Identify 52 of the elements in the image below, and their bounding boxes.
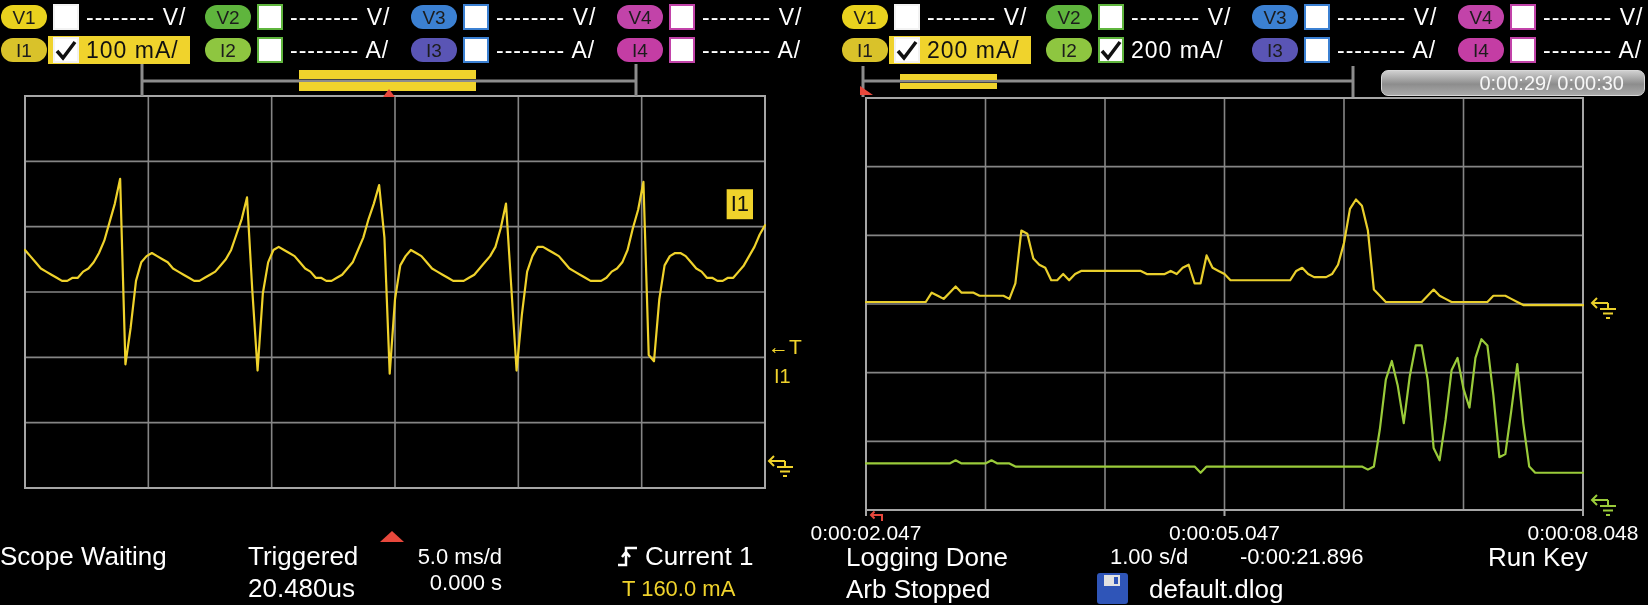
text: V2 (1057, 6, 1081, 28)
text: Arb Stopped (846, 574, 991, 604)
text: 200 mA/ (927, 36, 1020, 63)
text: I3 (426, 39, 442, 61)
text: Triggered (248, 541, 359, 571)
x-tick-label: 0:00:05.047 (1169, 521, 1280, 545)
text: V2 (216, 6, 240, 28)
text: -------- V/ (290, 3, 391, 30)
text: 1.00 s/d (1110, 544, 1189, 569)
text: I1 (16, 39, 32, 61)
text: V1 (853, 6, 877, 28)
text: T 160.0 mA (622, 576, 736, 601)
text: -------- V/ (1543, 3, 1644, 30)
text: -------- V/ (927, 3, 1028, 30)
text: -------- V/ (1131, 3, 1232, 30)
text: default.dlog (1149, 574, 1284, 604)
text: V3 (422, 6, 446, 28)
text: -------- V/ (86, 3, 187, 30)
text: 100 mA/ (86, 36, 179, 63)
text: ←T (768, 334, 802, 358)
text: I2 (1061, 39, 1077, 61)
text: -0:00:21.896 (1240, 544, 1364, 569)
text: 20.480us (248, 573, 355, 603)
text: Logging Done (846, 542, 1008, 572)
text: 5.0 ms/d (417, 544, 502, 569)
text: -------- A/ (290, 36, 390, 63)
text: -------- V/ (496, 3, 597, 30)
text: Current 1 (645, 541, 754, 571)
text: -------- A/ (496, 36, 596, 63)
text: Scope Waiting (0, 541, 167, 571)
text: V4 (628, 6, 652, 28)
text: -------- A/ (1337, 36, 1437, 63)
x-tick-label: 0:00:08.048 (1527, 521, 1639, 545)
text: 0:00:29/ 0:00:30 (1479, 72, 1624, 94)
text: V4 (1469, 6, 1493, 28)
text: -------- V/ (1337, 3, 1438, 30)
text: V3 (1263, 6, 1287, 28)
text: 200 mA/ (1131, 36, 1224, 63)
text: I1 (857, 39, 873, 61)
text: I2 (220, 39, 236, 61)
text: -------- A/ (702, 36, 802, 63)
text: I1 (774, 365, 791, 387)
series-label: I1 (730, 191, 750, 217)
text: I4 (632, 39, 648, 61)
text: I3 (1267, 39, 1283, 61)
text: -------- V/ (702, 3, 803, 30)
text: Run Key (1488, 542, 1588, 572)
text: V1 (12, 6, 36, 28)
x-tick-label: 0:00:02.047 (810, 521, 922, 545)
text: -------- A/ (1543, 36, 1643, 63)
text: 0.000 s (429, 570, 502, 595)
text: I4 (1473, 39, 1489, 61)
